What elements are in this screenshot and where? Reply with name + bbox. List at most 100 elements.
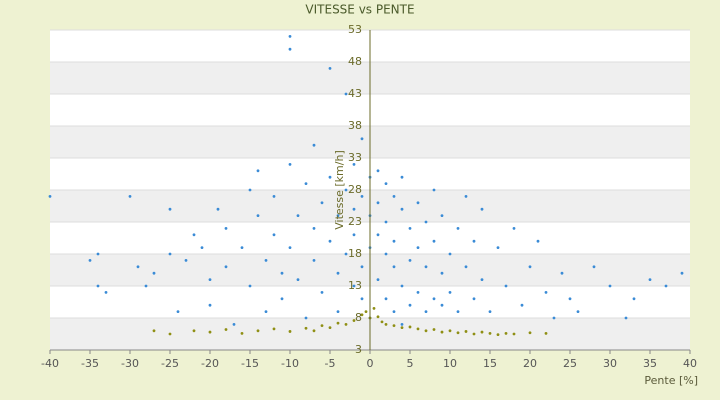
point (432, 328, 436, 331)
point (456, 310, 460, 313)
x-tick-label: -20 (201, 357, 219, 370)
x-tick-label: 10 (443, 357, 457, 370)
x-axis-label: Pente [%] (644, 374, 698, 387)
point (336, 214, 340, 218)
x-tick-label: -35 (81, 357, 99, 370)
point (504, 331, 508, 335)
y-tick-label: 3 (355, 343, 362, 356)
point (312, 329, 316, 333)
point (336, 321, 340, 325)
point (440, 271, 444, 275)
point (296, 214, 300, 218)
point (304, 316, 308, 320)
x-tick-label: -15 (241, 357, 259, 370)
point (88, 259, 92, 262)
point (448, 252, 452, 256)
x-tick-label: -5 (325, 357, 336, 370)
point (208, 330, 212, 334)
point (224, 265, 228, 269)
point (504, 284, 508, 288)
point (136, 265, 140, 269)
point (320, 324, 324, 328)
y-tick-label: 43 (348, 87, 362, 100)
x-tick-label: 40 (683, 357, 697, 370)
point (608, 284, 612, 288)
point (648, 278, 652, 281)
point (48, 195, 52, 198)
y-axis-label: Vitesse [km/h] (333, 150, 346, 230)
point (352, 163, 356, 166)
point (248, 188, 252, 192)
point (280, 271, 284, 275)
point (536, 239, 540, 243)
point (272, 327, 276, 331)
point (568, 297, 572, 301)
y-tick-label: 33 (348, 151, 362, 164)
point (552, 316, 556, 320)
point (632, 297, 636, 301)
point (104, 291, 108, 294)
point (224, 227, 228, 230)
point (392, 195, 396, 198)
x-tick-label: 35 (643, 357, 657, 370)
point (480, 278, 484, 281)
point (168, 252, 172, 256)
point (288, 246, 292, 250)
point (488, 331, 492, 335)
point (152, 271, 156, 275)
point (240, 331, 244, 335)
point (456, 331, 460, 335)
point (152, 329, 156, 333)
y-tick-label: 13 (348, 279, 362, 292)
point (384, 220, 388, 224)
point (376, 233, 380, 237)
point (200, 246, 204, 250)
point (176, 310, 180, 313)
point (168, 332, 172, 336)
point (352, 207, 356, 211)
point (264, 259, 268, 262)
point (128, 195, 132, 198)
point (624, 316, 628, 320)
point (256, 169, 260, 173)
point (304, 182, 308, 186)
point (372, 307, 376, 310)
point (288, 35, 292, 38)
point (272, 195, 276, 198)
point (288, 47, 292, 51)
y-tick-label: 53 (348, 23, 362, 36)
point (248, 284, 252, 288)
point (512, 332, 516, 336)
point (464, 195, 468, 198)
point (400, 323, 404, 326)
point (320, 201, 324, 205)
point (336, 310, 340, 313)
point (496, 333, 500, 337)
point (592, 265, 596, 269)
y-tick-label: 8 (355, 311, 362, 324)
y-tick-label: 23 (348, 215, 362, 228)
point (472, 332, 476, 336)
point (376, 169, 380, 173)
point (344, 188, 348, 192)
x-tick-label: -10 (281, 357, 299, 370)
x-tick-label: 20 (523, 357, 537, 370)
point (424, 329, 428, 333)
point (544, 331, 548, 335)
point (312, 259, 316, 262)
point (472, 297, 476, 301)
point (576, 310, 580, 313)
point (448, 329, 452, 333)
point (432, 239, 436, 243)
point (264, 310, 268, 313)
point (256, 214, 260, 218)
point (328, 175, 332, 179)
point (328, 239, 332, 243)
point (384, 182, 388, 186)
point (184, 259, 188, 262)
point (192, 233, 196, 237)
point (416, 291, 420, 294)
point (432, 297, 436, 301)
point (424, 310, 428, 313)
point (392, 324, 396, 328)
